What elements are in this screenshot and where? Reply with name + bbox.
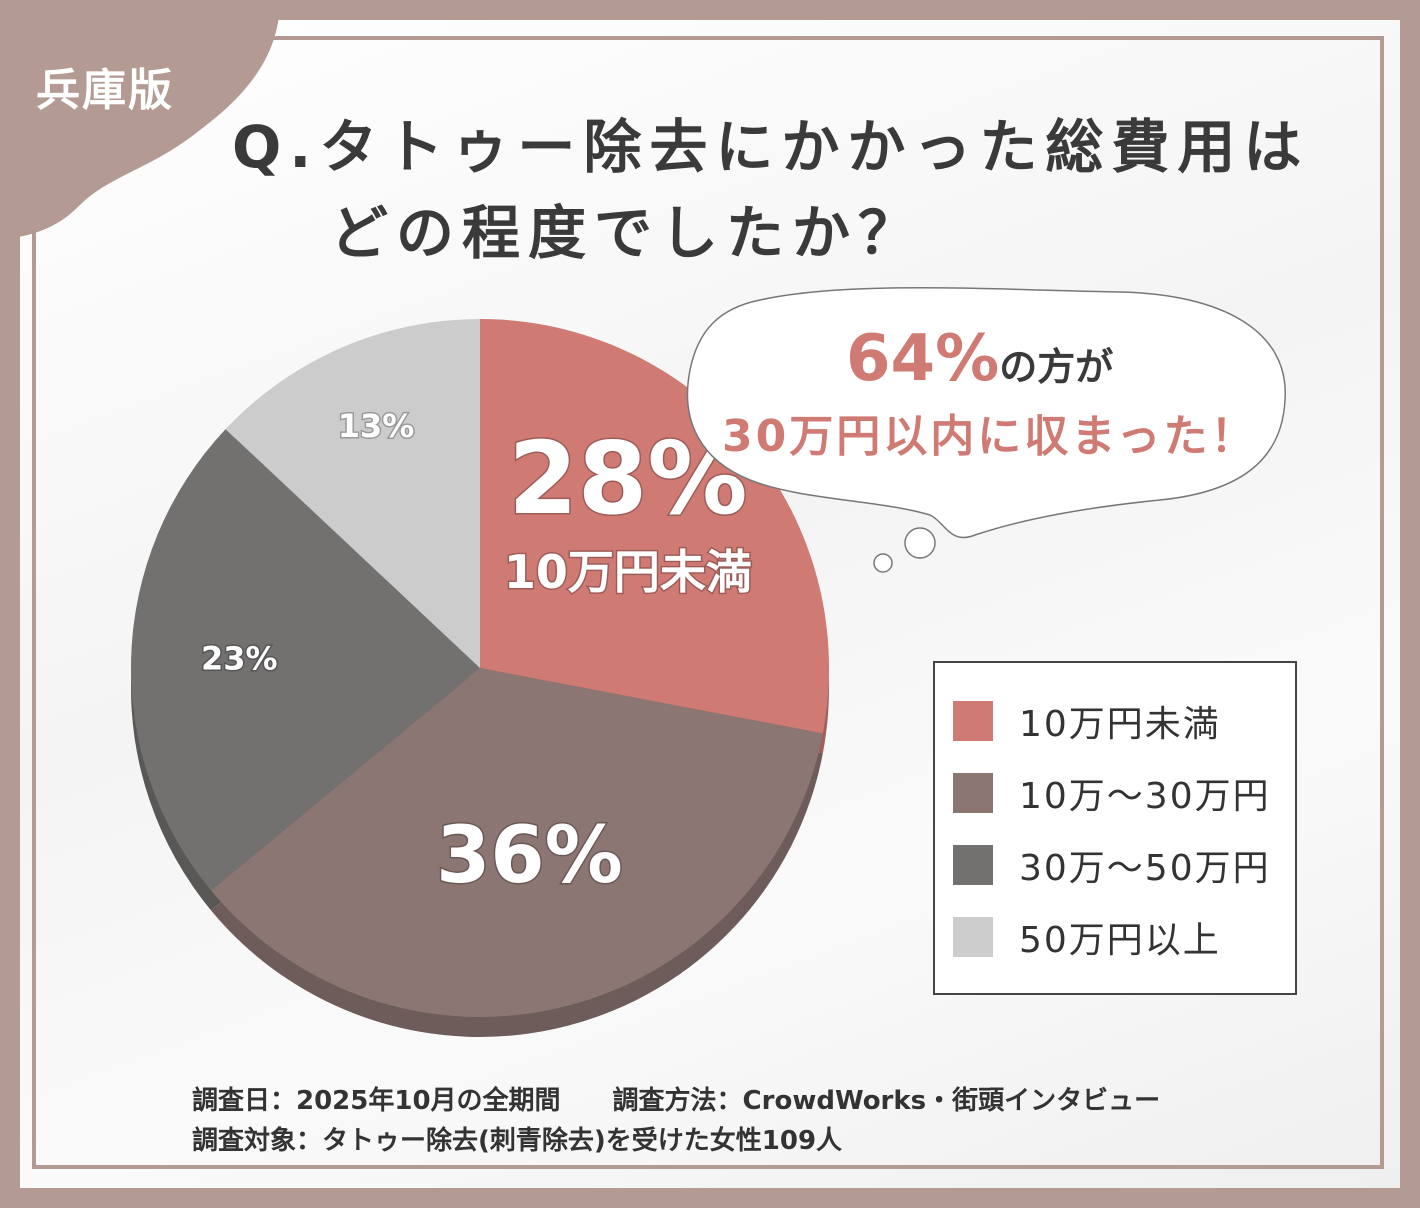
legend-swatch (953, 773, 993, 813)
survey-method: 調査方法：CrowdWorks・街頭インタビュー (612, 1086, 1161, 1116)
legend-swatch (953, 917, 993, 957)
legend-item: 10万円未満 (953, 701, 1221, 745)
question-title-line2: どの程度でしたか？ (330, 199, 925, 267)
legend: 10万円未満 10万〜30万円 30万〜50万円 50万円以上 (933, 661, 1297, 995)
badge-shape (0, 0, 280, 240)
callout-highlight: 64% (846, 322, 1000, 396)
pie-slice-label: 36% (436, 811, 623, 901)
survey-date: 調査日：2025年10月の全期間 (192, 1086, 561, 1116)
callout-line2: 30万円以内に収まった！ (722, 411, 1258, 462)
footer-line1: 調査日：2025年10月の全期間 調査方法：CrowdWorks・街頭インタビュー (192, 1080, 1160, 1117)
pie-slice (211, 668, 823, 1018)
legend-item: 30万〜50万円 (953, 845, 1271, 889)
pie-slice-category-label: 10万円未満 (504, 545, 752, 599)
legend-item: 10万〜30万円 (953, 773, 1271, 817)
legend-swatch (953, 701, 993, 741)
region-badge: 兵庫版 (36, 65, 174, 116)
thought-bubble (686, 287, 1286, 573)
frame-border (32, 36, 1384, 1169)
pie-slice (130, 429, 480, 891)
legend-label: 10万〜30万円 (1019, 776, 1271, 817)
callout-line1: 64%の方が (846, 322, 1113, 396)
legend-label: 50万円以上 (1019, 920, 1221, 961)
legend-swatch (953, 845, 993, 885)
callout-text1: の方が (999, 345, 1114, 389)
pie-slice-label: 23% (201, 639, 278, 677)
pie-slice (225, 319, 480, 668)
legend-item: 50万円以上 (953, 917, 1221, 961)
survey-target: 調査対象：タトゥー除去(刺青除去)を受けた女性109人 (192, 1126, 843, 1156)
legend-label: 10万円未満 (1019, 704, 1221, 745)
legend-label: 30万〜50万円 (1019, 848, 1271, 889)
pie-slice (480, 319, 829, 734)
question-title-line1: Q.タトゥー除去にかかった総費用は (232, 113, 1310, 181)
pie-slice-label: 13% (338, 407, 415, 445)
